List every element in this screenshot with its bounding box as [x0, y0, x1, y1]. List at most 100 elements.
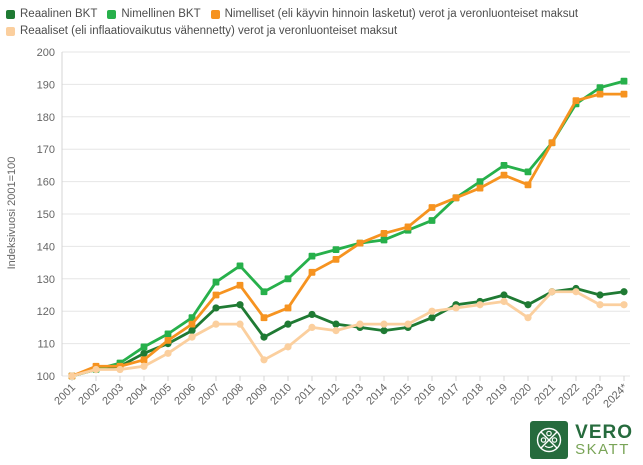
- data-point[interactable]: [236, 320, 244, 328]
- legend-item-1[interactable]: Nimellinen BKT: [107, 7, 201, 22]
- data-point[interactable]: [308, 268, 316, 276]
- data-point[interactable]: [380, 236, 388, 244]
- legend-swatch-icon: [6, 10, 15, 19]
- x-tick-label: 2015: [388, 382, 414, 408]
- data-point[interactable]: [212, 278, 220, 286]
- data-point[interactable]: [332, 246, 340, 254]
- data-point[interactable]: [356, 320, 364, 328]
- logo-text-skatt: SKATT: [575, 440, 630, 458]
- data-point[interactable]: [572, 97, 580, 104]
- data-point[interactable]: [596, 90, 604, 98]
- data-point[interactable]: [332, 327, 340, 335]
- data-point[interactable]: [500, 297, 508, 306]
- y-tick-label: 160: [37, 177, 55, 189]
- data-point[interactable]: [164, 330, 172, 338]
- data-point[interactable]: [524, 314, 532, 322]
- y-tick-label: 110: [37, 339, 55, 351]
- data-point[interactable]: [476, 301, 484, 309]
- data-point[interactable]: [260, 333, 268, 341]
- data-point[interactable]: [548, 139, 556, 147]
- data-point[interactable]: [404, 320, 412, 328]
- data-point[interactable]: [428, 217, 436, 224]
- data-point[interactable]: [188, 327, 196, 335]
- data-point[interactable]: [140, 362, 148, 370]
- data-point[interactable]: [164, 349, 172, 357]
- data-point[interactable]: [524, 181, 532, 189]
- x-tick-label: 2012: [316, 382, 342, 408]
- data-point[interactable]: [428, 307, 436, 315]
- data-point[interactable]: [500, 171, 508, 179]
- data-point[interactable]: [188, 320, 196, 328]
- data-point[interactable]: [284, 343, 292, 351]
- data-point[interactable]: [596, 84, 604, 92]
- data-point[interactable]: [500, 291, 508, 299]
- legend-label: Reaalinen BKT: [20, 8, 98, 20]
- data-point[interactable]: [284, 320, 292, 328]
- y-tick-label: 120: [37, 306, 55, 318]
- data-point[interactable]: [212, 320, 220, 328]
- data-point[interactable]: [332, 255, 340, 263]
- data-point[interactable]: [356, 239, 364, 247]
- data-point[interactable]: [620, 288, 628, 296]
- data-point[interactable]: [524, 168, 532, 176]
- series-line-3: [70, 290, 626, 378]
- series-line-1: [70, 79, 626, 378]
- data-point[interactable]: [116, 365, 124, 374]
- data-point[interactable]: [188, 333, 196, 341]
- data-point[interactable]: [428, 314, 436, 322]
- data-point[interactable]: [212, 291, 220, 299]
- data-point[interactable]: [452, 304, 460, 312]
- data-point[interactable]: [620, 90, 628, 98]
- data-point[interactable]: [260, 356, 268, 364]
- legend-item-2[interactable]: Nimelliset (eli käyvin hinnoin lasketut)…: [210, 7, 578, 22]
- data-point[interactable]: [236, 281, 244, 289]
- data-point[interactable]: [92, 365, 100, 374]
- data-point[interactable]: [620, 301, 628, 309]
- data-point[interactable]: [380, 320, 388, 328]
- data-point[interactable]: [500, 162, 508, 169]
- data-point[interactable]: [236, 262, 244, 270]
- legend-item-3[interactable]: Reaaliset (eli inflaatiovaikutus vähenne…: [6, 24, 397, 39]
- data-point[interactable]: [452, 194, 460, 202]
- chart-legend: Reaalinen BKT Nimellinen BKT Nimelliset (e…: [6, 7, 638, 39]
- data-point[interactable]: [380, 230, 388, 237]
- data-point[interactable]: [284, 275, 292, 283]
- x-tick-label: 2005: [148, 382, 174, 408]
- data-point[interactable]: [476, 178, 484, 185]
- data-point[interactable]: [476, 184, 484, 192]
- data-point[interactable]: [260, 288, 268, 296]
- logo-text-vero: VERO: [575, 421, 633, 443]
- data-point[interactable]: [140, 356, 148, 364]
- legend-label: Nimellinen BKT: [121, 8, 201, 20]
- data-point[interactable]: [188, 314, 196, 322]
- x-tick-label: 2022: [556, 382, 582, 408]
- data-point[interactable]: [308, 310, 316, 319]
- data-point[interactable]: [548, 288, 556, 296]
- data-point[interactable]: [524, 301, 532, 309]
- data-point[interactable]: [284, 304, 292, 312]
- data-point[interactable]: [140, 349, 148, 357]
- data-point[interactable]: [140, 343, 148, 351]
- data-point[interactable]: [620, 77, 628, 85]
- data-point[interactable]: [428, 204, 436, 211]
- x-tick-label: 2019: [484, 382, 510, 408]
- data-point[interactable]: [164, 336, 172, 344]
- data-point[interactable]: [236, 301, 244, 309]
- data-point[interactable]: [308, 323, 316, 331]
- data-point[interactable]: [596, 301, 604, 309]
- data-point[interactable]: [596, 291, 604, 299]
- data-point[interactable]: [404, 223, 412, 231]
- data-point[interactable]: [212, 304, 220, 312]
- data-point[interactable]: [260, 314, 268, 322]
- data-point[interactable]: [332, 320, 340, 328]
- x-tick-label: 2001: [52, 382, 78, 408]
- data-point[interactable]: [380, 327, 388, 335]
- data-point[interactable]: [572, 288, 580, 296]
- y-tick-label: 130: [37, 274, 55, 286]
- data-point[interactable]: [308, 252, 316, 260]
- legend-item-0[interactable]: Reaalinen BKT: [6, 7, 97, 22]
- y-tick-label: 100: [37, 371, 55, 383]
- data-point[interactable]: [68, 372, 76, 380]
